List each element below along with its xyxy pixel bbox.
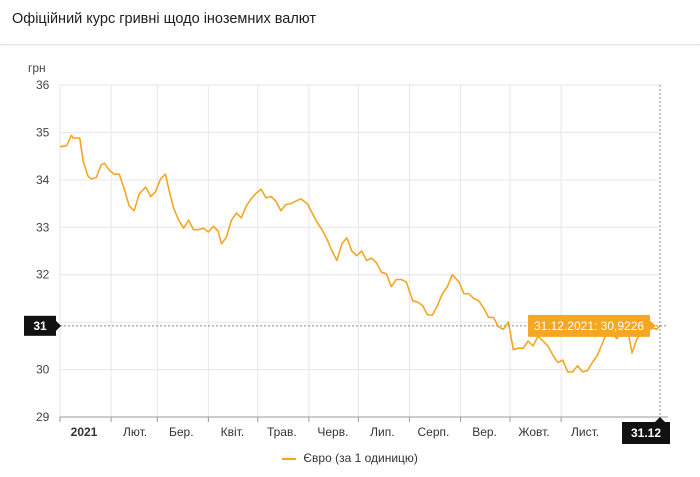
y-tick-label: 34: [36, 173, 50, 187]
x-tick-label: 2021: [71, 425, 98, 439]
crosshair-y-pointer-icon: [56, 320, 61, 331]
tooltip-pointer-icon: [650, 320, 656, 331]
legend[interactable]: Євро (за 1 одиницю): [0, 451, 700, 465]
y-tick-label: 36: [36, 78, 50, 92]
y-tick-label: 30: [36, 363, 50, 377]
grid-lines: [59, 84, 660, 418]
crosshair-y-value-label: 31: [33, 319, 47, 333]
line-chart[interactable]: 29 30 31 32 33 34 35 36 2021 Лют. Бер. Квіт. Трав. Че…: [0, 45, 700, 445]
legend-swatch-icon: [282, 457, 297, 460]
x-tick-label: Лип.: [370, 425, 394, 439]
crosshair-x-pointer-icon: [655, 417, 665, 422]
series-layer[interactable]: [59, 134, 661, 373]
x-tick-label: Лист.: [571, 425, 599, 439]
y-axis-unit-label: грн: [28, 61, 46, 75]
legend-label: Євро (за 1 одиницю): [303, 451, 418, 465]
x-tick-label: Трав.: [267, 425, 297, 439]
y-tick-label: 32: [36, 268, 50, 282]
x-tick-label: Бер.: [169, 425, 194, 439]
tooltip-text: 31.12.2021: 30,9226: [534, 319, 644, 333]
y-tick-label: 35: [36, 125, 50, 139]
x-tick-label: Вер.: [472, 425, 497, 439]
series-line[interactable]: [59, 134, 661, 373]
x-tick-label: Жовт.: [518, 425, 549, 439]
x-tick-label: Серп.: [418, 425, 450, 439]
tooltip-box: [528, 314, 650, 337]
crosshair-x-value-box: [622, 422, 670, 444]
y-tick-label: 33: [36, 220, 50, 234]
x-tick-label: Черв.: [317, 425, 348, 439]
y-tick-label: 29: [36, 410, 50, 424]
crosshair-y-value-box: [24, 315, 56, 336]
header: Офіційний курс гривні щодо іноземних вал…: [0, 0, 700, 45]
x-tick-label: Лют.: [123, 425, 147, 439]
x-tick-label: Квіт.: [221, 425, 245, 439]
crosshair-layer: 31 31.12 31.12.2021: 30,9226: [24, 85, 670, 444]
crosshair-x-value-label: 31.12: [631, 426, 661, 440]
page-title: Офіційний курс гривні щодо іноземних вал…: [12, 11, 317, 27]
